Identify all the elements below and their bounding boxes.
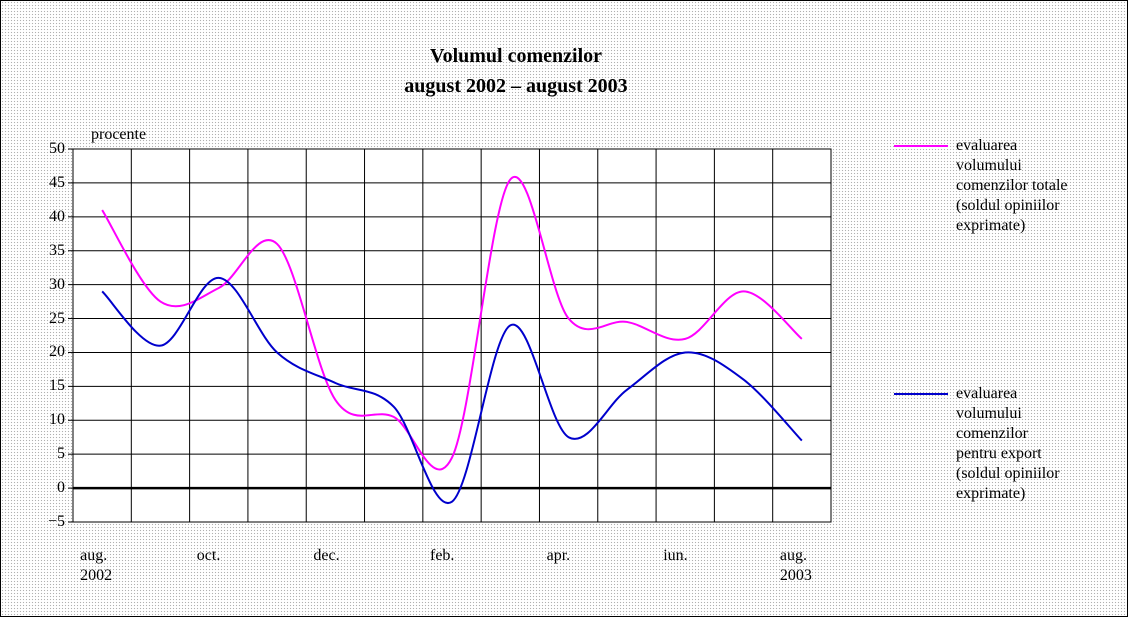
y-axis-label: procente [91, 126, 147, 143]
y-tick-label: −5 [47, 513, 65, 530]
y-tick-label: 25 [49, 309, 65, 327]
x-tick-label: feb. [430, 547, 455, 564]
line-series [101, 276, 803, 505]
y-tick-label: 35 [49, 241, 65, 259]
x-tick-label: aug. 2003 [779, 547, 812, 584]
x-tick-label: iun. [663, 547, 688, 564]
x-tick-label: dec. [313, 547, 340, 564]
y-tick-label: 50 [49, 140, 65, 157]
y-tick-label: 5 [57, 445, 65, 463]
legend-label: evaluarea volumului comenzilor pentru ex… [956, 385, 1060, 502]
y-tick-label: 40 [49, 207, 65, 225]
y-tick-label: 0 [57, 479, 65, 497]
x-tick-label: oct. [196, 547, 221, 564]
legend-label: evaluarea volumului comenzilor totale (s… [956, 137, 1068, 234]
y-tick-label: 45 [49, 173, 65, 191]
y-tick-label: 15 [49, 377, 65, 395]
x-tick-label: aug. 2002 [80, 547, 113, 584]
y-tick-label: 30 [49, 275, 65, 293]
chart-title: Volumul comenzilor august 2002 – august … [404, 45, 628, 97]
plot-area [72, 148, 832, 523]
x-tick-label: apr. [546, 547, 571, 564]
y-tick-label: 10 [49, 411, 65, 429]
y-tick-label: 20 [49, 343, 65, 361]
line-series [101, 175, 803, 471]
